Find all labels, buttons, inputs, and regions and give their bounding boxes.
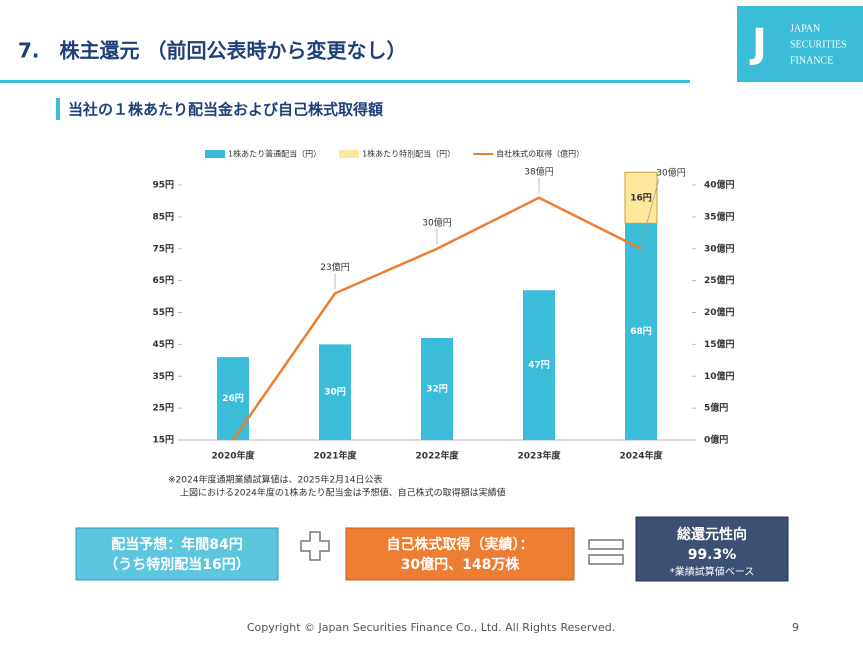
note: ※2024年度通期業績試算値は、2025年2月14日公表 [168,474,383,486]
box-text: 99.3% [688,547,737,563]
box-text: 30億円、148万株 [401,556,521,573]
page-number: 9 [792,621,799,634]
box-text: （うち特別配当16円） [104,556,249,573]
note: 上図における2024年度の1株あたり配当金は予想値、自己株式の取得額は実績値 [180,487,506,499]
legend-label: 1株あたり特別配当（円） [362,149,455,159]
y-tick-label: 15円 [152,435,174,446]
x-tick-label: 2023年度 [517,450,561,462]
y-tick-label: 65円 [152,275,174,286]
bar [624,171,658,224]
y2-tick-label: 10億円 [704,370,735,382]
legend-label: 自社株式の取得（億円） [496,149,584,159]
logo-text: FINANCE [790,55,833,66]
box-text: 自己株式取得（実績）： [387,536,534,553]
chart-title: 当社の１株あたり配当金および自己株式取得額 [68,101,383,119]
x-tick-label: 2022年度 [415,450,459,462]
legend-swatch [205,150,225,158]
y-tick-label: 75円 [152,243,174,254]
y-tick-label: 25円 [152,403,174,414]
equal-icon [588,554,624,565]
plus-icon [300,531,330,561]
dividend-box [75,527,279,581]
buyback-box [345,527,575,581]
box-text: *業績試算値ベース [670,565,755,578]
line-label: 38億円 [524,165,553,177]
title: 7. 株主還元 （前回公表時から変更なし） [18,39,406,63]
logo-j: J [749,21,767,67]
y2-tick-label: 30億円 [704,242,735,254]
logo-text: SECURITIES [790,39,847,50]
legend-label: 1株あたり普通配当（円） [228,149,321,159]
logo [737,6,863,82]
y2-tick-label: 35億円 [704,210,735,222]
y2-tick-label: 25億円 [704,274,735,286]
payout-box [635,516,789,582]
y-tick-label: 85円 [152,211,174,222]
box-text: 配当予想：年間84円 [111,536,242,553]
y-tick-label: 45円 [152,339,174,350]
bar [625,223,657,440]
y2-tick-label: 40億円 [704,179,735,191]
line [231,196,642,441]
line-label: 30億円 [422,216,451,228]
line-label: 30億円 [656,167,685,179]
x-tick-label: 2020年度 [211,450,255,462]
equal-icon [588,539,624,550]
x-tick-label: 2021年度 [313,450,357,462]
y2-tick-label: 5億円 [704,402,728,414]
logo-text: JAPAN [790,23,820,34]
y2-tick-label: 20億円 [704,306,735,318]
bar-label: 68円 [630,326,652,337]
bar [523,290,555,440]
bar-label: 26円 [222,393,244,404]
y-tick-label: 95円 [152,180,174,191]
title-rule [0,80,690,83]
leader-line [640,178,660,245]
box-text: 総還元性向 [677,526,747,543]
copyright: Copyright © Japan Securities Finance Co.… [247,621,615,634]
subtitle-bar [56,98,60,120]
line-label: 23億円 [320,261,349,273]
bar-label: 32円 [426,384,448,395]
y2-tick-label: 15億円 [704,338,735,350]
legend-swatch [339,150,360,158]
x-tick-label: 2024年度 [619,450,663,462]
y2-tick-label: 0億円 [704,434,728,446]
bar-label: 30円 [324,387,346,398]
y-tick-label: 55円 [152,307,174,318]
bar [421,338,453,440]
bar [319,344,351,440]
y-tick-label: 35円 [152,371,174,382]
bar-label: 47円 [528,360,550,371]
bar-label: 16円 [630,192,652,203]
